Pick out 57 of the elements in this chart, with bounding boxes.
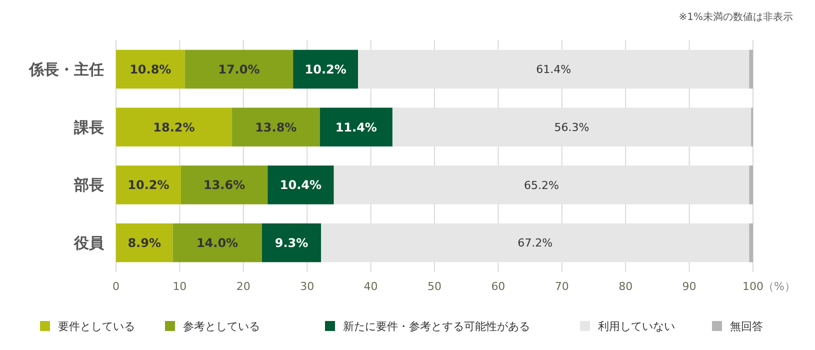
bar xyxy=(392,108,752,146)
y-tick-label: 課長 xyxy=(73,118,104,136)
bar xyxy=(172,223,262,262)
bar xyxy=(116,108,232,146)
x-tick-label: 80 xyxy=(618,280,633,293)
data-label: 56.3% xyxy=(554,120,590,134)
x-tick-label: 90 xyxy=(682,280,696,293)
y-tick-label: 役員 xyxy=(73,234,105,252)
bar xyxy=(749,223,753,262)
data-label: 13.6% xyxy=(203,178,246,192)
y-tick-label: 係長・主任 xyxy=(28,60,104,78)
data-label: 14.0% xyxy=(196,236,238,250)
data-label: 10.4% xyxy=(280,178,322,192)
legend-label: 利用していない xyxy=(598,320,675,333)
legend-label: 要件としている xyxy=(58,320,135,333)
bar xyxy=(180,166,268,204)
x-axis-title: （%） xyxy=(763,280,796,293)
data-label: 13.8% xyxy=(255,120,297,134)
bar xyxy=(749,50,753,89)
bar xyxy=(116,50,185,89)
legend-label: 新たに要件・参考とする可能性がある xyxy=(343,320,530,333)
bar xyxy=(321,223,750,262)
x-tick-label: 40 xyxy=(364,280,378,293)
x-tick-label: 50 xyxy=(428,280,442,293)
bar xyxy=(184,50,294,89)
data-label: 18.2% xyxy=(153,120,195,134)
data-label: 9.3% xyxy=(274,236,308,250)
data-label: 10.8% xyxy=(130,62,172,76)
x-tick-label: 60 xyxy=(491,280,506,293)
data-label: 10.2% xyxy=(128,178,170,192)
bar xyxy=(358,50,750,89)
bar xyxy=(293,50,358,89)
legend-label: 無回答 xyxy=(730,320,763,333)
legend-label: 参考としている xyxy=(183,320,260,333)
data-label: 8.9% xyxy=(128,236,161,250)
bar xyxy=(232,108,320,146)
bar xyxy=(334,166,750,204)
bar xyxy=(116,223,173,262)
bar xyxy=(320,108,392,146)
x-tick-label: 100 xyxy=(742,280,764,293)
text: ※1%未満の数値は非表示 xyxy=(678,11,793,23)
x-tick-label: 20 xyxy=(236,280,250,293)
x-tick-label: 30 xyxy=(300,280,314,293)
data-label: 65.2% xyxy=(524,178,559,192)
x-tick-label: 10 xyxy=(172,280,187,293)
x-tick-label: 70 xyxy=(554,280,569,293)
bar xyxy=(268,166,334,204)
data-label: 11.4% xyxy=(335,120,377,134)
y-tick-label: 部長 xyxy=(73,176,104,194)
data-label: 17.0% xyxy=(218,62,260,76)
data-label: 61.4% xyxy=(536,63,572,76)
x-tick-label: 0 xyxy=(112,280,120,293)
data-label: 10.2% xyxy=(304,62,346,76)
bar xyxy=(262,223,322,262)
bar xyxy=(116,166,181,204)
data-label: 67.2% xyxy=(518,236,553,250)
bar xyxy=(749,166,753,204)
